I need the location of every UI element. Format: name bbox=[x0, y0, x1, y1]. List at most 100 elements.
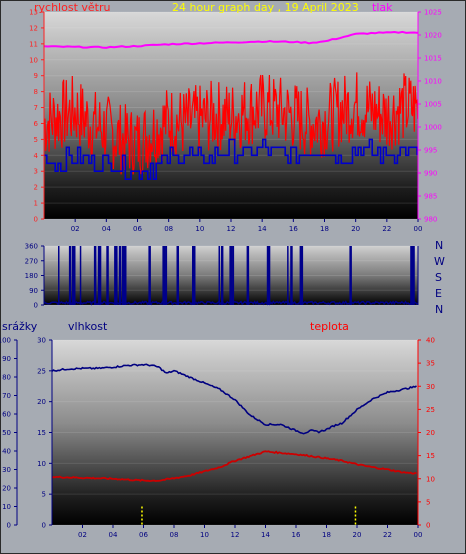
rain-tick-label: 70 bbox=[2, 392, 11, 400]
wind-direction-spike bbox=[93, 246, 97, 305]
x-tick-label: 20 bbox=[353, 531, 362, 539]
temperature-tick-label: 30 bbox=[426, 383, 435, 391]
wind-direction-spike bbox=[413, 246, 415, 305]
wind-direction-spike bbox=[118, 246, 122, 305]
direction-label-s: S bbox=[435, 271, 442, 284]
wind-tick-label: 7 bbox=[34, 104, 38, 112]
wind-tick-label: 12 bbox=[29, 24, 38, 32]
direction-tick-label: 90 bbox=[29, 287, 38, 295]
x-tick-label: 00 bbox=[414, 225, 423, 233]
temperature-tick-label: 15 bbox=[426, 452, 435, 460]
rain-tick-label: 100 bbox=[0, 337, 11, 345]
rain-tick-label: 40 bbox=[2, 448, 11, 456]
x-tick-label: 08 bbox=[170, 531, 179, 539]
humidity-tick-label: 15 bbox=[37, 429, 46, 437]
x-tick-label: 18 bbox=[320, 225, 329, 233]
direction-label-n-bottom: N bbox=[435, 303, 444, 316]
x-tick-label: 22 bbox=[383, 531, 392, 539]
wind-direction-spike bbox=[72, 246, 76, 305]
temperature-tick-label: 40 bbox=[426, 337, 435, 345]
x-tick-label: 12 bbox=[227, 225, 236, 233]
pressure-axis-label: tlak bbox=[372, 1, 393, 14]
direction-tick-label: 360 bbox=[25, 243, 38, 251]
x-tick-label: 10 bbox=[200, 531, 209, 539]
wind-tick-label: 13 bbox=[29, 9, 38, 17]
temperature-line bbox=[51, 450, 417, 483]
x-tick-label: 12 bbox=[231, 531, 240, 539]
humidity-tick-label: 5 bbox=[42, 491, 46, 499]
wind-tick-label: 1 bbox=[34, 200, 38, 208]
wind-direction-spike bbox=[246, 246, 250, 305]
wind-direction-spike bbox=[165, 246, 168, 305]
direction-tick-label: 180 bbox=[25, 272, 38, 280]
wind-direction-spike bbox=[229, 246, 233, 305]
wind-tick-label: 3 bbox=[34, 168, 38, 176]
humidity-tick-label: 30 bbox=[37, 337, 46, 345]
direction-tick-label: 270 bbox=[25, 257, 38, 265]
temperature-tick-label: 25 bbox=[426, 406, 435, 414]
plot-area-humidity-temperature bbox=[52, 340, 418, 525]
pressure-tick-label: 985 bbox=[424, 193, 437, 201]
humidity-tick-label: 0 bbox=[42, 522, 46, 530]
wind-direction-spike bbox=[148, 246, 151, 305]
pressure-tick-label: 990 bbox=[424, 170, 437, 178]
wind-gust-line bbox=[43, 72, 419, 175]
pressure-tick-label: 1015 bbox=[424, 55, 442, 63]
x-tick-label: 08 bbox=[164, 225, 173, 233]
x-tick-label: 22 bbox=[382, 225, 391, 233]
temperature-tick-label: 0 bbox=[426, 522, 430, 530]
wind-tick-label: 6 bbox=[34, 120, 39, 128]
wind-direction-spike bbox=[121, 246, 126, 305]
direction-tick-label: 0 bbox=[34, 302, 38, 310]
x-tick-label: 04 bbox=[109, 531, 118, 539]
wind-direction-spike bbox=[99, 246, 101, 305]
x-tick-label: 16 bbox=[292, 531, 301, 539]
x-tick-label: 14 bbox=[258, 225, 267, 233]
x-tick-label: 10 bbox=[195, 225, 204, 233]
x-tick-label: 00 bbox=[414, 531, 423, 539]
wind-direction-spike bbox=[68, 246, 72, 305]
wind-average-line bbox=[44, 138, 418, 180]
direction-label-w: W bbox=[434, 255, 445, 268]
wind-direction-spike bbox=[266, 246, 271, 305]
humidity-line bbox=[51, 363, 417, 435]
rain-tick-label: 0 bbox=[7, 522, 11, 530]
x-tick-label: 02 bbox=[71, 225, 80, 233]
x-tick-label: 20 bbox=[351, 225, 360, 233]
wind-direction-spike bbox=[115, 246, 118, 305]
wind-tick-label: 10 bbox=[29, 56, 38, 64]
wind-direction-spike bbox=[218, 246, 220, 305]
temperature-tick-label: 20 bbox=[426, 429, 435, 437]
humidity-tick-label: 20 bbox=[37, 398, 46, 406]
direction-label-e: E bbox=[435, 287, 442, 300]
pressure-tick-label: 1005 bbox=[424, 101, 442, 109]
temperature-axis-label: teplota bbox=[310, 320, 349, 333]
wind-tick-label: 11 bbox=[29, 40, 38, 48]
rain-tick-label: 20 bbox=[2, 485, 11, 493]
temperature-tick-label: 10 bbox=[426, 475, 435, 483]
pressure-tick-label: 1025 bbox=[424, 9, 442, 17]
rain-tick-label: 80 bbox=[2, 374, 11, 382]
wind-direction-spike bbox=[106, 246, 109, 305]
rain-tick-label: 10 bbox=[2, 503, 11, 511]
chart-title: 24 hour graph day , 19 April 2023 bbox=[172, 1, 359, 14]
wind-direction-spike bbox=[125, 246, 127, 305]
x-tick-label: 06 bbox=[133, 225, 142, 233]
wind-direction-spike bbox=[162, 246, 166, 305]
humidity-axis-label: vlhkost bbox=[68, 320, 108, 333]
wind-direction-spike bbox=[349, 246, 352, 305]
wind-tick-label: 4 bbox=[34, 152, 39, 160]
x-tick-label: 14 bbox=[261, 531, 270, 539]
humidity-tick-label: 25 bbox=[37, 367, 46, 375]
pressure-line bbox=[43, 30, 419, 49]
wind-tick-label: 8 bbox=[34, 88, 38, 96]
rain-tick-label: 50 bbox=[2, 429, 11, 437]
wind-direction-spike bbox=[79, 246, 82, 305]
wind-direction-spike bbox=[301, 246, 303, 305]
temperature-tick-label: 35 bbox=[426, 360, 435, 368]
wind-direction-spike bbox=[410, 246, 414, 305]
pressure-tick-label: 995 bbox=[424, 147, 437, 155]
wind-direction-spike bbox=[192, 246, 196, 305]
x-tick-label: 16 bbox=[289, 225, 298, 233]
x-tick-label: 06 bbox=[139, 531, 148, 539]
